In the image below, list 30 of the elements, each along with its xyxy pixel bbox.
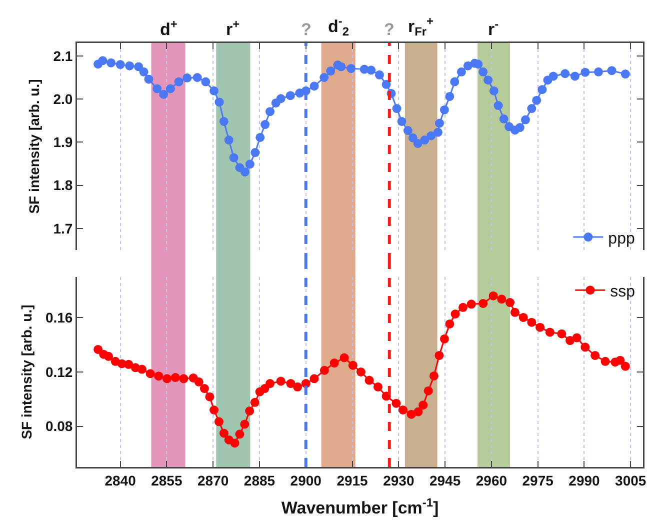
x-tick-label: 2870 [198,472,229,488]
legend-label: ssp [610,283,636,300]
x-tick-label: 2855 [151,472,182,488]
y-tick-label: 2.1 [53,48,73,64]
ref-line-label: ? [301,20,312,39]
y-tick-label: 0.08 [45,418,73,434]
ref-line-label: ? [384,20,394,39]
x-tick-label: 3005 [615,472,646,488]
band-label: r$^{+}$ [226,17,240,40]
legend-label: ppp [608,230,635,248]
y-tick-label: 1.7 [53,220,73,236]
y-tick-label: 0.16 [45,310,73,326]
x-tick-label: 2945 [429,472,461,488]
y-tick-label: 0.12 [45,364,73,380]
x-axis-title: Wavenumber [cm$^{-1}$] [281,495,439,518]
x-tick-label: 2915 [336,472,368,488]
x-tick-label: 2885 [244,472,276,488]
x-tick-label: 2900 [290,472,322,488]
y-tick-label: 2.0 [53,90,73,107]
x-tick-label: 2975 [522,472,554,488]
x-tick-label: 2930 [383,472,414,488]
y-axis-title: SF intensity [arb. u.] [26,79,42,214]
x-tick-label: 2960 [476,472,508,488]
x-tick-label: 2840 [104,472,136,488]
y-tick-label: 1.9 [53,134,73,150]
x-tick-label: 2990 [568,472,600,488]
y-axis-title: SF intensity [arb. u.] [18,304,34,440]
band-label: r$^{-}$ [488,17,499,40]
band-label: d$^{+}$ [160,17,178,40]
y-tick-label: 1.8 [53,177,73,194]
